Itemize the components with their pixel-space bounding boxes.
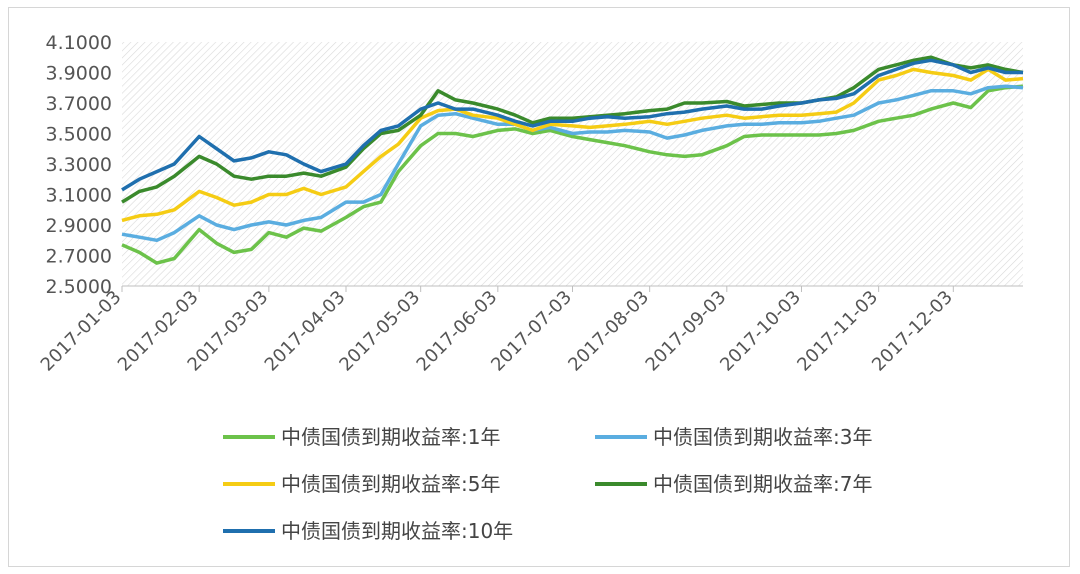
y-tick-label: 2.5000 bbox=[46, 276, 112, 298]
chart-frame: 2.5000 2.7000 2.9000 3.1000 3.3000 3.5000 3.70… bbox=[8, 7, 1070, 567]
plot-background bbox=[122, 42, 1023, 286]
legend-label-5: 中债国债到期收益率:10年 bbox=[281, 519, 513, 543]
y-tick-label: 3.5000 bbox=[46, 124, 112, 146]
y-tick-label: 3.1000 bbox=[46, 185, 112, 207]
legend-label-3: 中债国债到期收益率:5年 bbox=[281, 472, 500, 496]
series-lines bbox=[121, 55, 1024, 265]
legend-label-1: 中债国债到期收益率:1年 bbox=[281, 425, 500, 449]
y-tick-label: 3.7000 bbox=[46, 93, 112, 115]
x-tick-label: 2017-12-03 bbox=[868, 287, 957, 376]
x-axis: 2017-01-032017-02-032017-03-032017-04-03… bbox=[37, 285, 1023, 376]
x-tick-label: 2017-07-03 bbox=[487, 287, 576, 376]
x-tick-label: 2017-08-03 bbox=[564, 287, 653, 376]
series-line-2 bbox=[121, 84, 1024, 243]
y-tick-label: 2.7000 bbox=[46, 246, 112, 268]
y-tick-label: 4.1000 bbox=[46, 32, 112, 54]
line-chart: 2.5000 2.7000 2.9000 3.1000 3.3000 3.5000 3.70… bbox=[37, 32, 1024, 543]
y-axis: 2.5000 2.7000 2.9000 3.1000 3.3000 3.5000 3.70… bbox=[46, 32, 112, 298]
y-tick-label: 2.9000 bbox=[46, 215, 112, 237]
series-line-5 bbox=[121, 58, 1023, 192]
series-line-3 bbox=[121, 67, 1024, 223]
y-tick-label: 3.9000 bbox=[46, 63, 112, 85]
x-tick-label: 2017-05-03 bbox=[335, 287, 424, 376]
series-line-1 bbox=[121, 84, 1024, 265]
y-tick-label: 3.3000 bbox=[46, 154, 112, 176]
x-tick-label: 2017-01-03 bbox=[37, 287, 126, 376]
legend-label-2: 中债国债到期收益率:3年 bbox=[653, 425, 872, 449]
legend-label-4: 中债国债到期收益率:7年 bbox=[653, 472, 872, 496]
series-line-4 bbox=[121, 55, 1024, 204]
x-tick-label: 2017-10-03 bbox=[716, 287, 805, 376]
